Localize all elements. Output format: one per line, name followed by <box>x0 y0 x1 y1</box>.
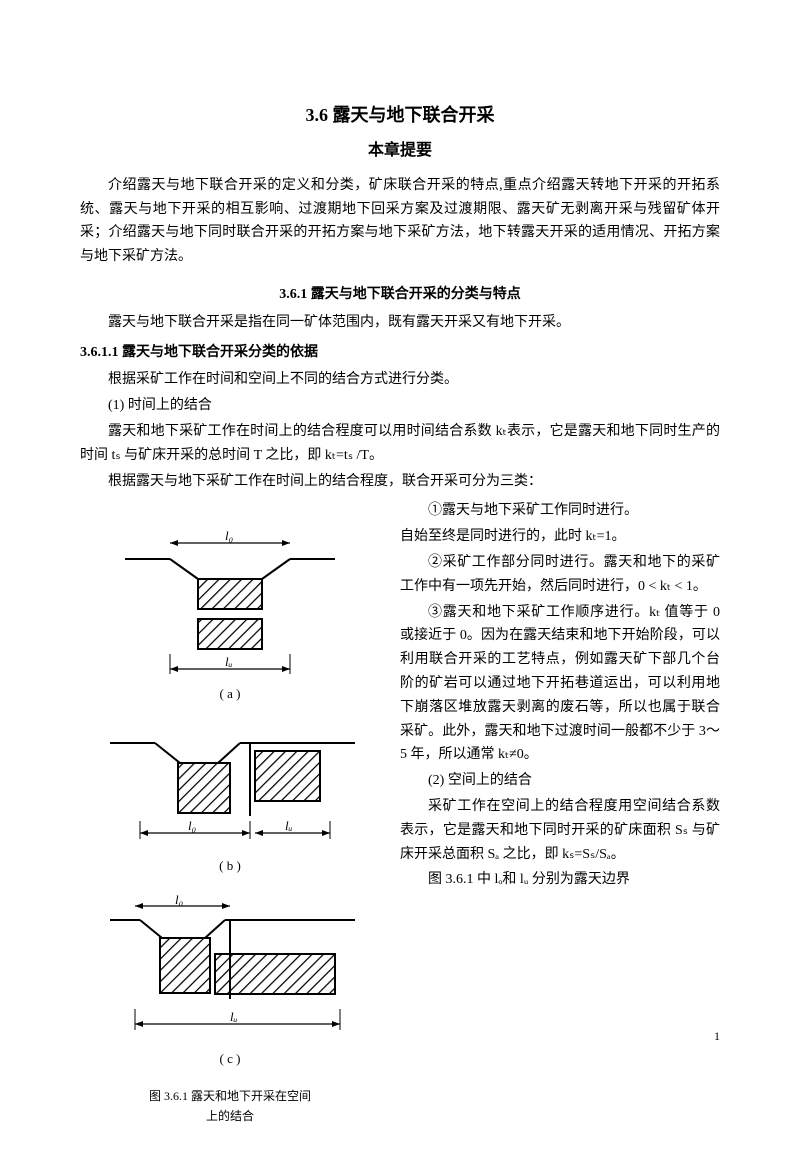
time-label: (1) 时间上的结合 <box>80 394 720 418</box>
figure-a: l₀ lᵤ <box>110 529 350 679</box>
basis-paragraph: 根据采矿工作在时间和空间上不同的结合方式进行分类。 <box>80 368 720 392</box>
section-3-6-1-heading: 3.6.1 露天与地下联合开采的分类与特点 <box>80 283 720 307</box>
right-p1-body: 自始至终是同时进行的，此时 kₜ=1。 <box>400 525 720 549</box>
figure-c-label: ( c ) <box>80 1048 380 1070</box>
figure-b: l₀ lᵤ <box>100 721 360 851</box>
figure-column: l₀ lᵤ ( a ) <box>80 499 380 1126</box>
time-paragraph-1: 露天和地下采矿工作在时间上的结合程度可以用时间结合系数 kₜ表示，它是露天和地下… <box>80 420 720 468</box>
right-p2: ②采矿工作部分同时进行。露天和地下的采矿工作中有一项先开始，然后同时进行，0 <… <box>400 551 720 599</box>
label-lu-b: lᵤ <box>285 818 293 833</box>
text-column: ①露天与地下采矿工作同时进行。 自始至终是同时进行的，此时 kₜ=1。 ②采矿工… <box>400 499 720 1126</box>
two-column-layout: l₀ lᵤ ( a ) <box>80 499 720 1126</box>
section-3-6-1-line: 露天与地下联合开采是指在同一矿体范围内，既有露天开采又有地下开采。 <box>80 311 720 335</box>
chapter-subtitle: 本章提要 <box>80 137 720 164</box>
space-label: (2) 空间上的结合 <box>400 769 720 793</box>
right-p3: ③露天和地下采矿工作顺序进行。kₜ 值等于 0 或接近于 0。因为在露天结束和地… <box>400 601 720 768</box>
figure-b-label: ( b ) <box>80 855 380 877</box>
intro-paragraph: 介绍露天与地下联合开采的定义和分类，矿床联合开采的特点,重点介绍露天转地下开采的… <box>80 174 720 269</box>
section-3-6-1-1-heading: 3.6.1.1 露天与地下联合开采分类的依据 <box>80 341 720 365</box>
label-lu-c: lᵤ <box>230 1009 238 1024</box>
label-l0-b: l₀ <box>188 818 196 833</box>
space-paragraph-2: 图 3.6.1 中 lₒ和 lᵤ 分别为露天边界 <box>400 868 720 892</box>
chapter-title: 3.6 露天与地下联合开采 <box>80 100 720 131</box>
right-p1-lead: ①露天与地下采矿工作同时进行。 <box>400 499 720 523</box>
space-paragraph-1: 采矿工作在空间上的结合程度用空间结合系数表示，它是露天和地下同时开采的矿床面积 … <box>400 795 720 866</box>
figure-a-label: ( a ) <box>80 683 380 705</box>
figure-c: l₀ lᵤ <box>100 894 360 1044</box>
label-l0-c: l₀ <box>175 894 183 907</box>
label-lu: lᵤ <box>225 654 233 669</box>
time-paragraph-2: 根据露天与地下采矿工作在时间上的结合程度，联合开采可分为三类： <box>80 470 720 494</box>
figure-caption: 图 3.6.1 露天和地下开采在空间 上的结合 <box>80 1086 380 1127</box>
label-l0: l₀ <box>225 529 233 543</box>
